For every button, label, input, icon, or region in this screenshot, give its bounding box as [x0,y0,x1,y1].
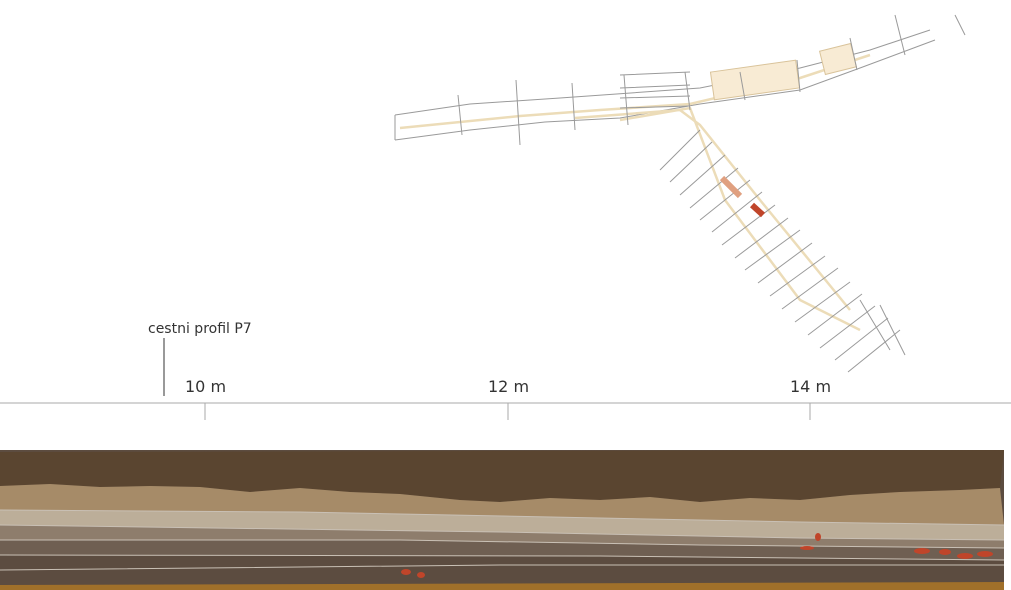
soil-profile [0,450,1005,590]
scale-label: 12 m [488,377,529,396]
scale-label: 10 m [185,377,226,396]
profile-label: cestni profil P7 [148,321,252,337]
road-plan [394,14,966,373]
scale-label: 14 m [790,377,831,396]
